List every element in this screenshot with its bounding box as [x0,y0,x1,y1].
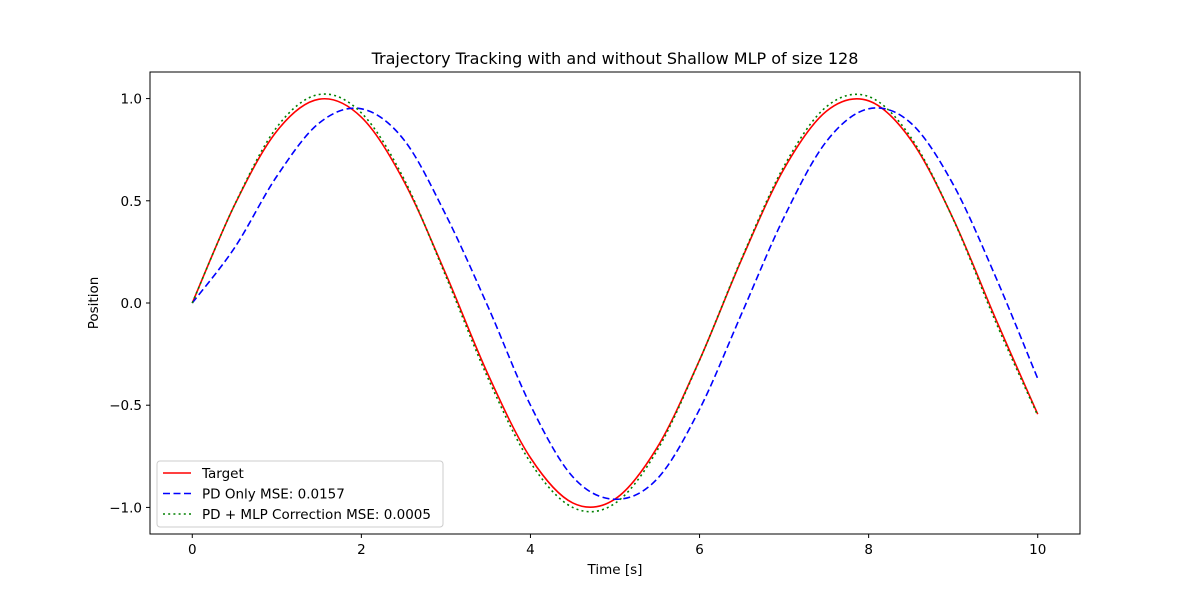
series-layer [191,93,1039,513]
y-tick-label: −1.0 [109,500,142,516]
x-tick-label: 4 [526,542,535,558]
x-axis-label: Time [s] [587,562,643,578]
x-tick-label: 6 [695,542,704,558]
x-axis: 0 2 4 6 8 10 [188,534,1046,558]
x-tick-label: 10 [1029,542,1046,558]
y-tick-label: 0.0 [121,296,142,312]
y-axis: −1.0 −0.5 0.0 0.5 1.0 [109,92,150,516]
series-line-3 [191,93,1039,513]
y-tick-label: 1.0 [121,92,142,108]
x-tick-label: 0 [188,542,197,558]
x-tick-label: 8 [864,542,873,558]
legend-label: PD + MLP Correction MSE: 0.0005 [202,507,431,523]
legend: Target PD Only MSE: 0.0157 PD + MLP Correc… [156,460,444,528]
y-axis-label: Position [86,277,102,330]
chart-title: Trajectory Tracking with and without Sha… [371,49,859,68]
y-tick-label: −0.5 [109,398,142,414]
series-line-1 [191,97,1039,508]
x-tick-label: 2 [357,542,366,558]
series-line-2 [191,107,1039,501]
legend-label: PD Only MSE: 0.0157 [202,487,345,503]
y-tick-label: 0.5 [121,194,142,210]
legend-box [156,460,444,528]
legend-label: Target [201,466,244,482]
